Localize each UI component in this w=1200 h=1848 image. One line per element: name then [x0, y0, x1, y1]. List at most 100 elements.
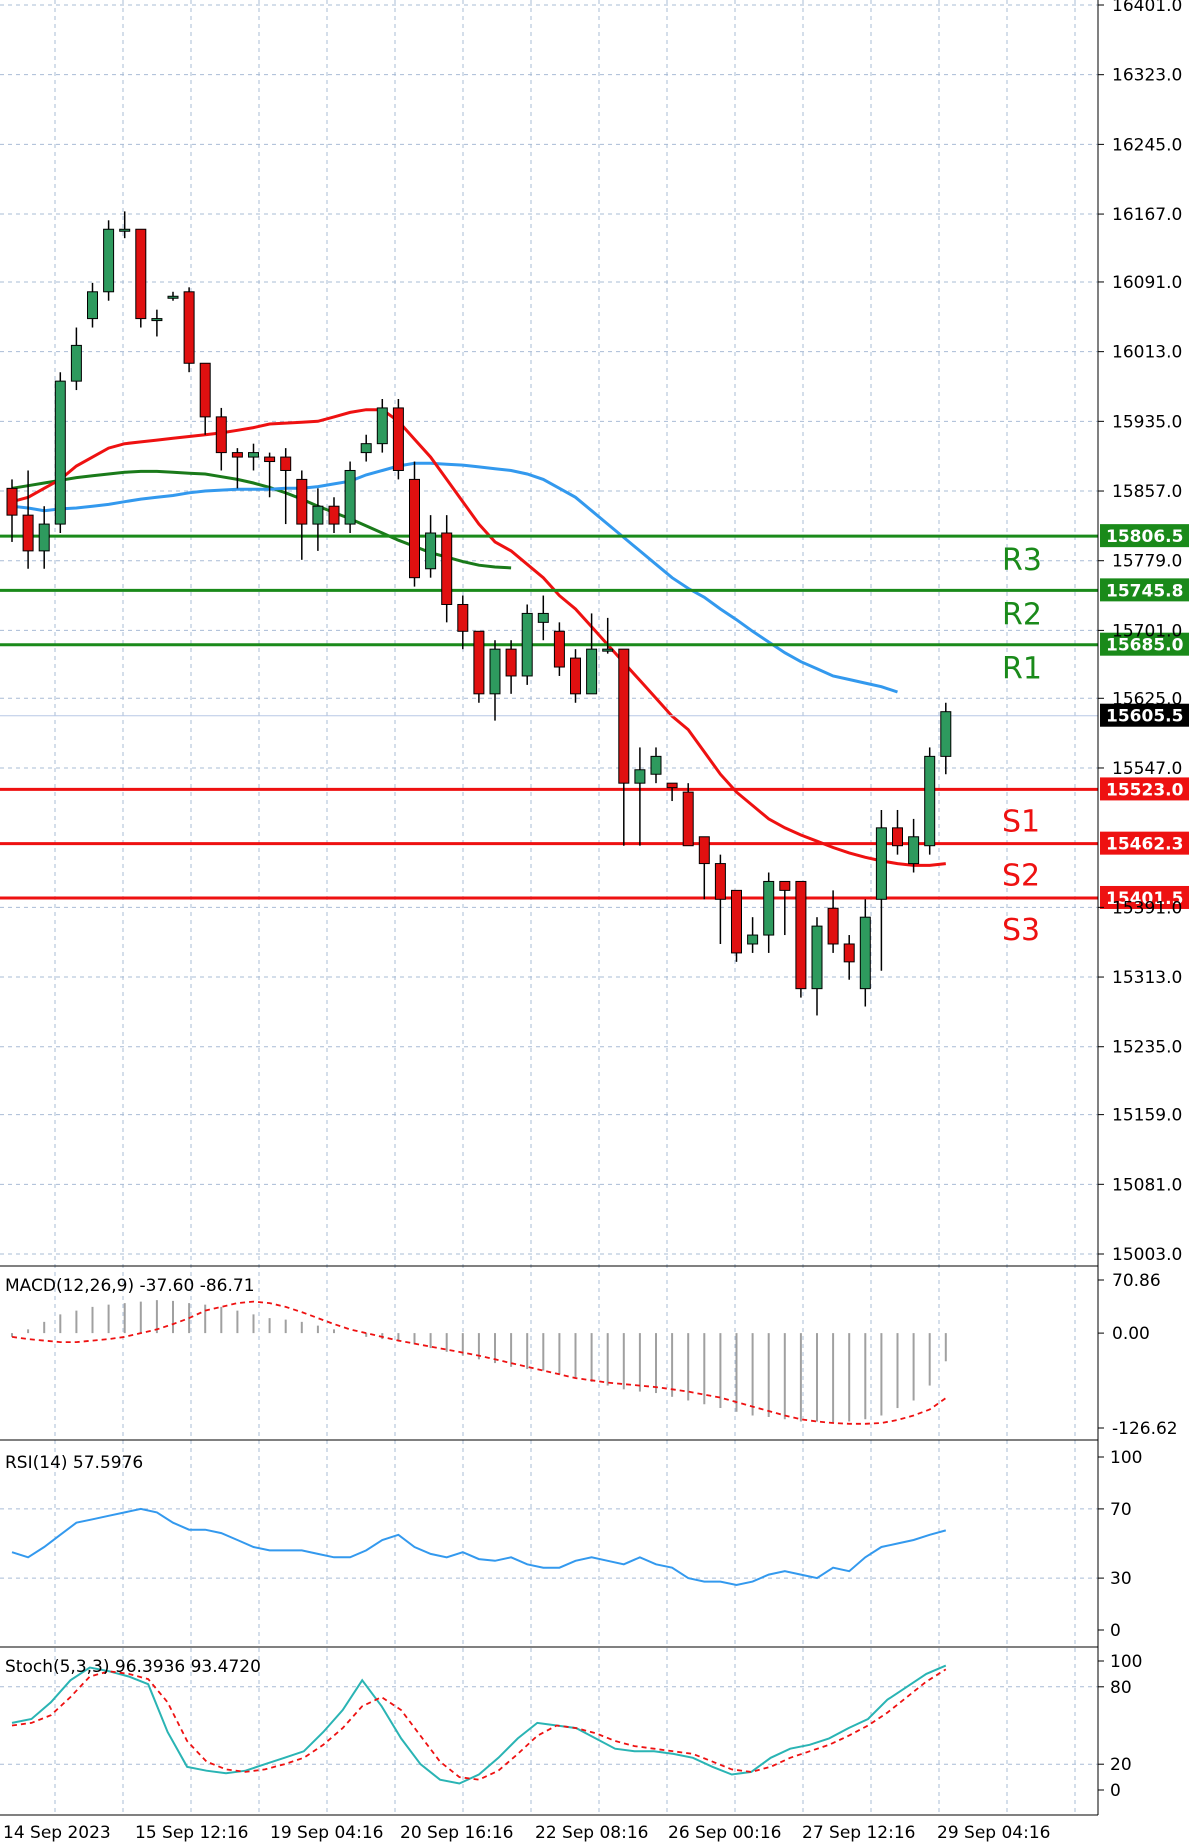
ma-mid-line: [11, 461, 898, 694]
candle-body: [103, 228, 115, 293]
ma-slow-line: [11, 469, 512, 570]
candle-body: [714, 863, 726, 900]
candle-body: [602, 648, 614, 652]
level-price-tag: [1100, 777, 1189, 801]
candle-body: [280, 456, 292, 471]
candle-body: [344, 469, 356, 525]
macd-tick-label: 0.00: [1112, 1324, 1150, 1344]
candle-body: [183, 291, 195, 364]
candle-body: [553, 630, 565, 668]
candle-body: [908, 836, 920, 865]
candle-body: [328, 505, 340, 525]
rsi-tick-label: 0: [1110, 1621, 1121, 1641]
candle-body: [795, 880, 807, 990]
level-price-text: 15685.0: [1106, 636, 1184, 656]
stoch-tick-label: 80: [1110, 1678, 1132, 1698]
x-tick-label: 15 Sep 12:16: [135, 1823, 248, 1843]
candle-body: [6, 487, 18, 516]
y-tick-label: 15235.0: [1112, 1038, 1182, 1058]
candle-body: [650, 755, 662, 775]
y-tick-label: 15003.0: [1112, 1245, 1182, 1265]
y-tick-label: 15935.0: [1112, 412, 1182, 432]
candle-body: [38, 523, 50, 552]
stoch-tick-label: 20: [1110, 1755, 1132, 1775]
y-tick-label: 15779.0: [1112, 552, 1182, 572]
candle-body: [537, 612, 549, 623]
rsi-tick-label: 70: [1110, 1500, 1132, 1520]
macd-tick-label: 70.86: [1112, 1271, 1161, 1291]
y-tick-label: 15159.0: [1112, 1106, 1182, 1126]
candle-body: [763, 880, 775, 936]
x-tick-label: 27 Sep 12:16: [802, 1823, 915, 1843]
sr-levels: 15806.5 R3 15745.8 R2 15685.0 R1 15605.5 15523.…: [0, 524, 1189, 948]
y-tick-label: 15313.0: [1112, 968, 1182, 988]
level-label-s1: S1: [1002, 804, 1040, 839]
level-price-text: 15745.8: [1106, 581, 1183, 601]
candle-body: [473, 630, 485, 695]
candle-body: [618, 648, 630, 784]
rsi-title: RSI(14) 57.5976: [5, 1453, 143, 1473]
ma-fast-line: [11, 408, 946, 867]
macd-tick-label: -126.62: [1112, 1419, 1178, 1439]
y-tick-label: 16091.0: [1112, 273, 1182, 293]
level-price-tag: [1100, 524, 1189, 548]
indicators: [11, 1300, 947, 1785]
level-price-text: 15605.5: [1106, 707, 1183, 727]
candle-body: [779, 880, 791, 891]
level-price-text: 15401.5: [1106, 889, 1183, 909]
candle-body: [505, 648, 517, 677]
rsi-tick-label: 30: [1110, 1569, 1132, 1589]
level-price-text: 15523.0: [1106, 780, 1184, 800]
level-label-r1: R1: [1002, 652, 1042, 687]
candle-body: [570, 657, 581, 695]
macd-signal-line: [11, 1300, 947, 1425]
x-tick-label: 20 Sep 16:16: [400, 1823, 513, 1843]
candle-body: [843, 943, 855, 963]
stoch-title: Stoch(5,3,3) 96.3936 93.4720: [5, 1657, 261, 1677]
candle-body: [119, 228, 131, 232]
macd-title: MACD(12,26,9) -37.60 -86.71: [5, 1276, 255, 1296]
x-tick-label: 26 Sep 00:16: [668, 1823, 781, 1843]
candle-body: [199, 362, 211, 418]
y-tick-label: 15625.0: [1112, 689, 1182, 709]
candle-body: [135, 228, 147, 320]
stoch-tick-label: 0: [1110, 1781, 1121, 1801]
stoch-tick-label: 100: [1110, 1652, 1142, 1672]
y-tick-label: 15547.0: [1112, 759, 1182, 779]
stoch-main-line: [11, 1664, 947, 1785]
candle-body: [666, 782, 678, 789]
candle-body: [248, 452, 259, 458]
level-price-tag: [1100, 632, 1189, 656]
level-price-tag: [1100, 831, 1189, 855]
candle-body: [312, 505, 324, 525]
y-tick-label: 16245.0: [1112, 135, 1182, 155]
candle-body: [22, 514, 34, 552]
candle-body: [586, 648, 598, 695]
level-price-tag: [1100, 578, 1189, 602]
candle-body: [457, 603, 469, 632]
candle-body: [489, 648, 501, 695]
candle-body: [634, 769, 646, 784]
candle-body: [859, 916, 871, 990]
x-tick-label: 29 Sep 04:16: [937, 1823, 1050, 1843]
level-price-text: 15806.5: [1106, 527, 1183, 547]
level-price-tag: [1100, 885, 1189, 909]
candle-body: [296, 478, 308, 525]
rsi-line: [11, 1507, 947, 1587]
candle-body: [409, 478, 420, 579]
candle-body: [698, 836, 710, 865]
candle-body: [441, 532, 453, 605]
level-label-s2: S2: [1002, 859, 1040, 894]
candle-body: [376, 407, 388, 445]
candle-body: [54, 380, 66, 525]
candle-body: [264, 456, 276, 463]
candle-body: [167, 295, 179, 299]
candle-body: [924, 755, 936, 847]
candle-body: [892, 827, 903, 847]
y-tick-label: 15857.0: [1112, 482, 1182, 502]
level-label-r3: R3: [1002, 543, 1042, 578]
candles: [6, 211, 952, 1016]
